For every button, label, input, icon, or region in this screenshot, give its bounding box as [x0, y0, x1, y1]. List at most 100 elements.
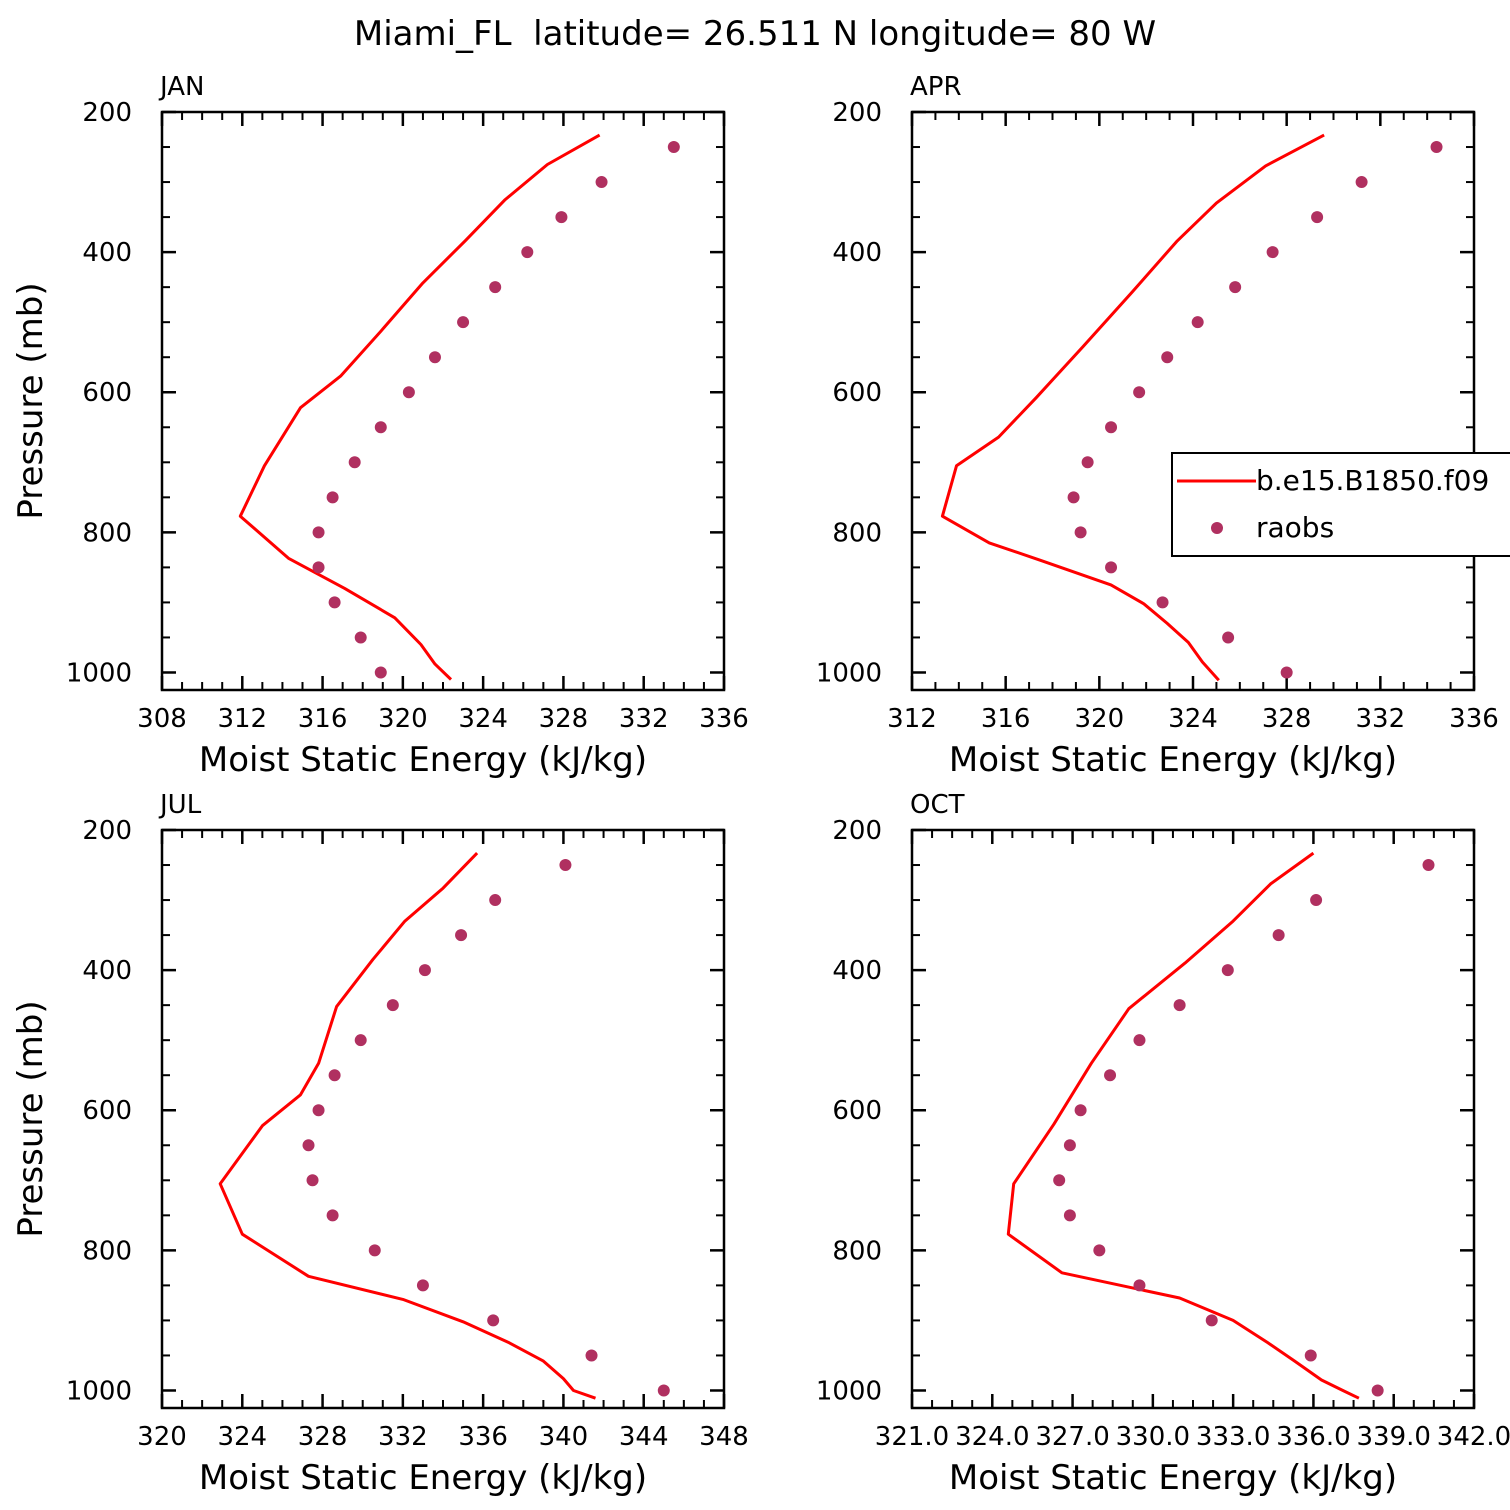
x-tick-label: 321.0	[875, 1422, 949, 1452]
raobs-point	[489, 281, 502, 294]
raobs-point	[1133, 386, 1146, 399]
x-tick-label: 308	[137, 704, 187, 734]
raobs-point	[1371, 1384, 1384, 1397]
raobs-point	[1422, 859, 1435, 872]
raobs-point	[416, 1279, 429, 1292]
legend-box	[1171, 452, 1510, 557]
raobs-point	[312, 526, 325, 539]
y-tick-label: 1000	[66, 658, 132, 688]
raobs-point	[489, 894, 502, 907]
raobs-point	[1161, 351, 1174, 364]
x-tick-label: 328	[1262, 704, 1312, 734]
raobs-point	[1105, 421, 1118, 434]
raobs-point	[1266, 246, 1279, 259]
x-axis-label: Moist Static Energy (kJ/kg)	[949, 1458, 1397, 1498]
y-axis-label: Pressure (mb)	[11, 1000, 51, 1237]
y-tick-label: 1000	[66, 1376, 132, 1406]
raobs-point	[595, 176, 608, 189]
x-tick-label: 332	[378, 1422, 428, 1452]
raobs-point	[1272, 929, 1285, 942]
x-tick-label: 320	[1075, 704, 1125, 734]
x-tick-label: 316	[981, 704, 1031, 734]
raobs-point	[326, 1209, 339, 1222]
y-tick-label: 600	[832, 1096, 882, 1126]
legend-marker-swatch	[1211, 522, 1223, 534]
x-tick-label: 330.0	[1116, 1422, 1190, 1452]
x-tick-label: 316	[298, 704, 348, 734]
x-tick-label: 342.0	[1437, 1422, 1510, 1452]
x-tick-label: 336	[458, 1422, 508, 1452]
y-tick-label: 400	[82, 956, 132, 986]
x-tick-label: 312	[887, 704, 937, 734]
raobs-point	[1093, 1244, 1106, 1257]
y-tick-label: 600	[82, 1096, 132, 1126]
x-tick-label: 324	[1168, 704, 1218, 734]
x-tick-label: 344	[619, 1422, 669, 1452]
x-tick-label: 328	[539, 704, 589, 734]
chart-panel-apr: APR 312 316 320 324 328 332 336 200 400 600 800 1000…	[816, 72, 1499, 780]
raobs-point	[1133, 1279, 1146, 1292]
y-tick-label: 1000	[816, 658, 882, 688]
panel-title: APR	[910, 72, 962, 102]
panel-title: JUL	[158, 790, 202, 820]
raobs-point	[1133, 1034, 1146, 1047]
figure-title: Miami_FL latitude= 26.511 N longitude= 8…	[354, 14, 1156, 54]
y-tick-label: 200	[82, 816, 132, 846]
x-tick-label: 339.0	[1356, 1422, 1430, 1452]
chart-panel-jul: JUL 320 324 328 332 336 340 344 348 200 400 600 800 1…	[11, 790, 749, 1498]
x-tick-label: 336	[699, 704, 749, 734]
raobs-point	[1222, 631, 1235, 644]
raobs-point	[1430, 141, 1443, 154]
raobs-point	[657, 1384, 670, 1397]
raobs-point	[1067, 491, 1080, 504]
raobs-point	[428, 351, 441, 364]
x-tick-label: 320	[137, 1422, 187, 1452]
raobs-point	[1311, 211, 1324, 224]
legend-label-model: b.e15.B1850.f09	[1256, 464, 1489, 497]
raobs-point	[368, 1244, 381, 1257]
raobs-point	[1229, 281, 1242, 294]
raobs-point	[1104, 1069, 1117, 1082]
raobs-point	[457, 316, 470, 329]
raobs-point	[354, 631, 367, 644]
x-tick-label: 333.0	[1196, 1422, 1270, 1452]
plot-frame	[160, 828, 726, 1410]
raobs-point	[1310, 894, 1323, 907]
y-tick-label: 800	[832, 1236, 882, 1266]
raobs-point	[1191, 316, 1204, 329]
legend: b.e15.B1850.f09 raobs	[1171, 452, 1510, 557]
y-tick-label: 800	[82, 1236, 132, 1266]
x-axis-label: Moist Static Energy (kJ/kg)	[949, 740, 1397, 780]
y-axis-label: Pressure (mb)	[11, 282, 51, 519]
raobs-point	[1053, 1174, 1066, 1187]
raobs-point	[1081, 456, 1094, 469]
raobs-point	[374, 666, 387, 679]
x-axis-label: Moist Static Energy (kJ/kg)	[199, 740, 647, 780]
panel-title: JAN	[158, 72, 204, 102]
raobs-point	[1173, 999, 1186, 1012]
y-tick-label: 400	[832, 956, 882, 986]
raobs-point	[306, 1174, 319, 1187]
raobs-point	[1074, 1104, 1087, 1117]
plot-frame	[160, 110, 726, 692]
raobs-point	[559, 859, 572, 872]
raobs-point	[328, 1069, 341, 1082]
raobs-point	[487, 1314, 500, 1327]
raobs-point	[302, 1139, 315, 1152]
model-profile-line	[238, 133, 601, 681]
model-profile-line	[940, 133, 1325, 682]
raobs-point	[521, 246, 534, 259]
x-tick-label: 324.0	[955, 1422, 1029, 1452]
x-tick-label: 336.0	[1276, 1422, 1350, 1452]
model-profile-line	[218, 852, 596, 1400]
raobs-point	[386, 999, 399, 1012]
raobs-point	[312, 561, 325, 574]
x-tick-label: 332	[619, 704, 669, 734]
raobs-point	[1156, 596, 1169, 609]
x-tick-label: 340	[539, 1422, 589, 1452]
raobs-point	[354, 1034, 367, 1047]
x-tick-label: 324	[217, 1422, 267, 1452]
x-tick-label: 336	[1449, 704, 1499, 734]
raobs-point	[1063, 1209, 1076, 1222]
